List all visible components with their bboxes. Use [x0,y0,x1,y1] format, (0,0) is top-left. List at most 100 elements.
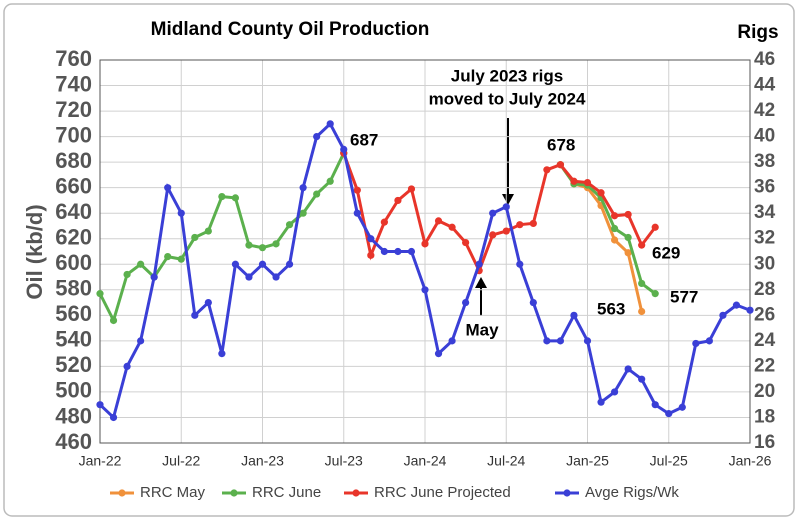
point [516,260,524,268]
point [665,410,673,418]
point [502,203,510,211]
y2-tick-label: 46 [754,49,775,70]
point [570,311,578,319]
x-tick-label: Jan-25 [566,453,609,469]
point [638,307,646,316]
legend-label: RRC May [140,484,206,501]
point [245,273,253,281]
point [462,238,470,247]
y-tick-label: 500 [55,378,92,403]
point [434,217,443,225]
annotation: 687 [350,130,378,149]
point [516,221,524,229]
y-tick-label: 640 [55,199,92,224]
point [191,233,199,242]
x-tick-label: Jul-23 [325,453,363,469]
y-tick-label: 520 [55,352,92,377]
legend-label: Avge Rigs/Wk [585,484,679,501]
y2-tick-label: 40 [754,126,775,147]
chart-title: Midland County Oil Production [151,19,430,40]
point [732,301,741,309]
point [164,253,172,261]
point [610,236,619,244]
point [326,120,334,128]
point [285,221,294,229]
point [705,337,713,345]
point [556,161,565,169]
point [583,178,592,187]
point [231,194,240,202]
point [624,365,632,373]
y-tick-label: 680 [55,148,92,173]
point [610,388,619,396]
point [137,260,145,268]
annotation: May [465,320,499,339]
y2-tick-label: 32 [754,228,775,249]
y-tick-label: 560 [55,301,92,326]
point [272,240,280,248]
point [299,209,307,217]
y-tick-label: 600 [55,250,92,275]
y-tick-label: 720 [55,97,92,122]
point [597,398,605,406]
annotation: 563 [597,299,625,318]
y-tick-label: 480 [55,403,92,428]
y-tick-label: 760 [55,46,92,71]
point [624,210,632,219]
y2-tick-label: 26 [754,304,775,325]
point [353,186,361,194]
point [651,290,659,298]
point [489,209,497,217]
point [597,189,605,197]
point [96,401,104,409]
point [719,311,727,319]
point [367,235,375,243]
legend-marker [118,489,126,497]
point [109,316,118,325]
point [177,209,185,217]
y-tick-label: 740 [55,71,92,96]
point [638,375,646,383]
point [218,350,226,358]
point [272,273,280,281]
series-line [342,152,657,275]
annotation: moved to July 2024 [429,89,586,108]
plot-frame [99,59,751,444]
legend-marker [352,489,360,497]
point [231,260,240,268]
y2-tick-label: 36 [754,177,775,198]
legend-marker [230,489,238,497]
point [353,209,361,217]
point [692,339,700,348]
x-tick-label: Jan-22 [79,453,122,469]
point [177,255,185,263]
point [529,219,537,228]
point [434,350,443,358]
y-tick-label: 660 [55,173,92,198]
y2-tick-label: 38 [754,151,775,172]
point [407,185,416,193]
arrow-head [475,277,487,288]
y-tick-label: 540 [55,327,92,352]
x-tick-label: Jan-24 [404,453,447,469]
point [380,218,388,226]
annotation: 577 [670,287,698,306]
point [651,401,659,409]
x-tick-label: Jan-23 [241,453,284,469]
point [624,233,632,242]
point [475,260,483,268]
point [204,298,212,307]
point [109,413,118,422]
y2-tick-label: 20 [754,381,775,402]
point [123,270,131,279]
point [407,247,416,256]
point [204,227,212,235]
point [326,177,334,185]
point [285,260,294,268]
point [313,190,321,198]
point [543,337,551,345]
point [191,311,199,319]
y-tick-label: 580 [55,276,92,301]
point [123,362,131,370]
